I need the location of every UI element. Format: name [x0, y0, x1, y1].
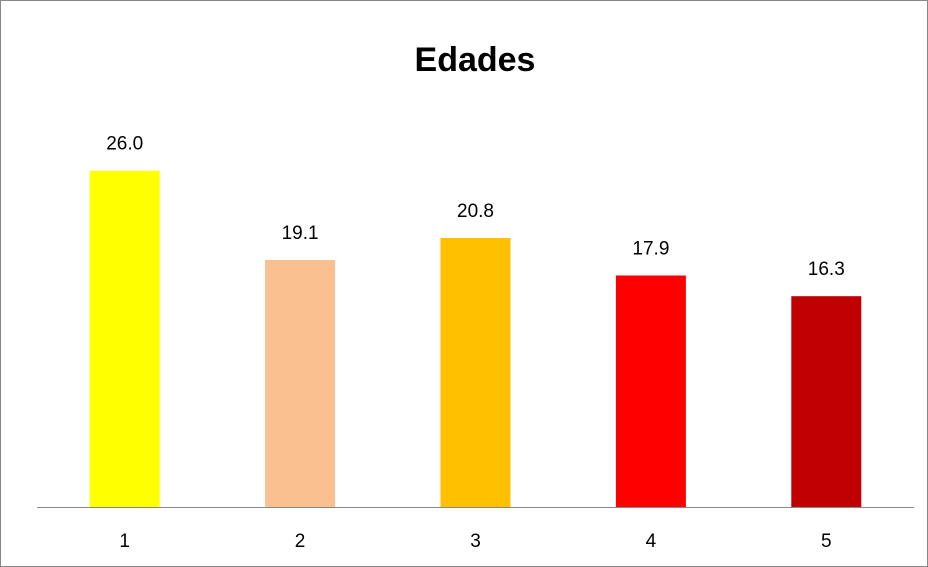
bar [615, 275, 686, 507]
bar [265, 259, 336, 507]
data-label: 17.9 [632, 239, 669, 260]
data-label: 19.1 [282, 223, 319, 244]
x-tick-label: 5 [821, 531, 832, 552]
x-tick-label: 4 [646, 531, 657, 552]
data-label: 26.0 [106, 134, 143, 155]
bar [89, 170, 160, 507]
data-label: 20.8 [457, 201, 494, 222]
x-tick-label: 2 [295, 531, 306, 552]
bar [791, 296, 862, 507]
x-tick-label: 3 [470, 531, 481, 552]
data-label: 16.3 [808, 259, 845, 280]
bar [440, 237, 511, 507]
x-tick-label: 1 [119, 531, 130, 552]
chart-title: Edades [415, 41, 536, 79]
